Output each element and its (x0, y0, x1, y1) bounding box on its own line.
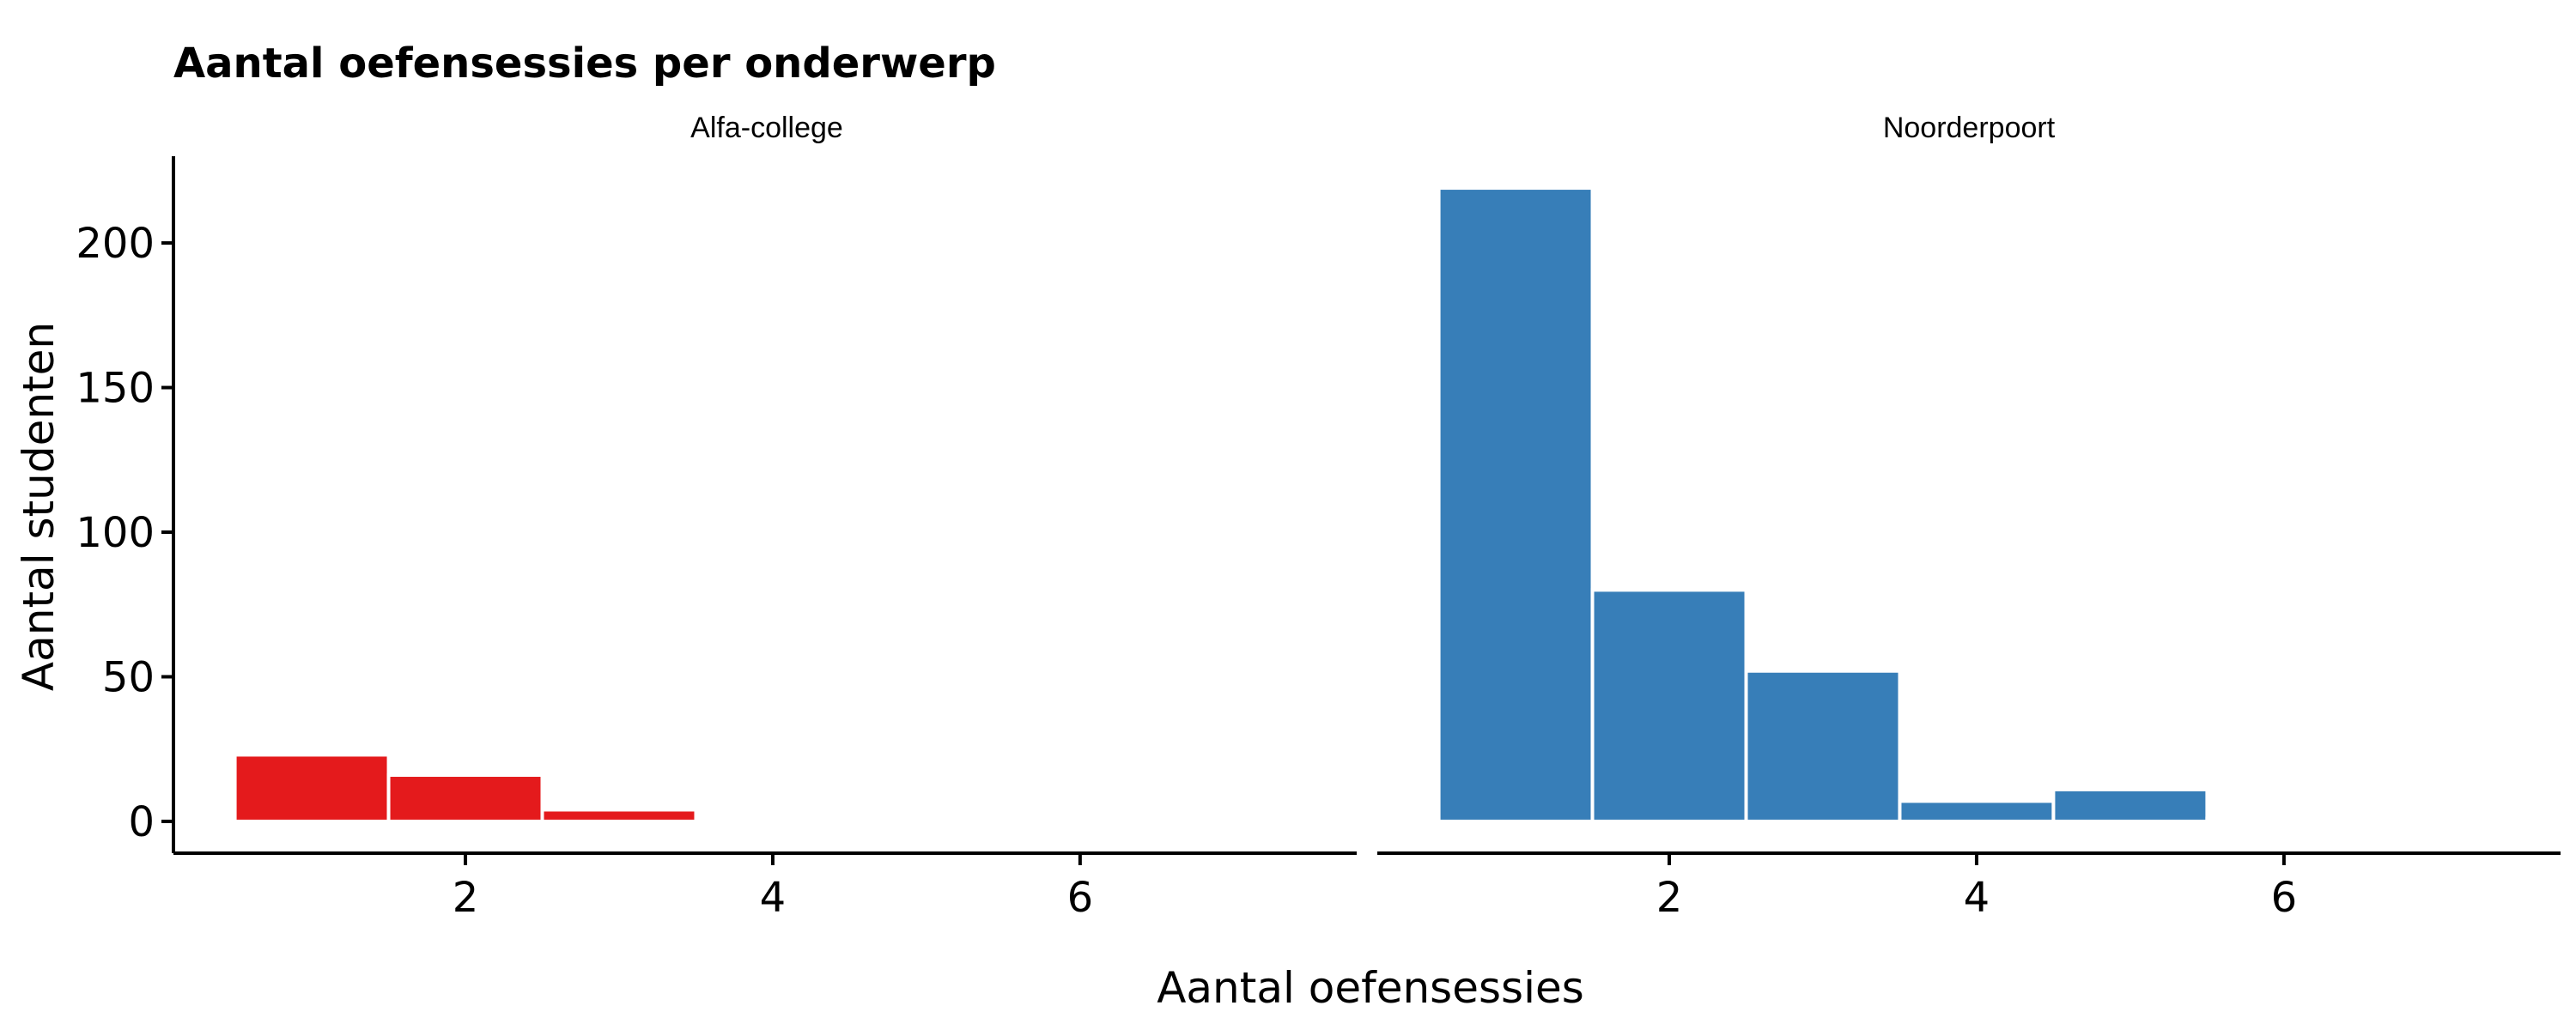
panel-noorderpoort: Noorderpoort 2 4 6 (1377, 112, 2561, 922)
bar-noorderpoort-1 (1437, 186, 1595, 823)
x-tick-label-alfa-college-4: 4 (760, 874, 787, 922)
x-tick-label-noorderpoort-2: 2 (1656, 874, 1683, 922)
bar-alfa-college-2 (386, 773, 544, 823)
panel-title-noorderpoort: Noorderpoort (1883, 112, 2056, 144)
y-tick-label-100: 100 (76, 509, 155, 557)
y-tick-label-200: 200 (76, 220, 155, 268)
panel-alfa-college: Alfa-college 2 4 6 (173, 112, 1357, 922)
bar-noorderpoort-6 (2205, 816, 2363, 823)
y-axis: 0 50 100 150 200 (76, 156, 175, 853)
bar-noorderpoort-5 (2051, 787, 2209, 823)
x-tick-label-noorderpoort-6: 6 (2271, 874, 2298, 922)
bar-noorderpoort-3 (1744, 669, 1902, 823)
chart-title: Aantal oefensessies per onderwerp (173, 39, 996, 88)
y-tick-label-150: 150 (76, 365, 155, 413)
y-tick-label-50: 50 (102, 653, 155, 701)
bars-alfa-college (233, 753, 698, 823)
x-axis-noorderpoort: 2 4 6 (1377, 851, 2561, 922)
bar-noorderpoort-2 (1590, 588, 1748, 823)
y-tick-label-0: 0 (128, 798, 155, 846)
panel-title-alfa-college: Alfa-college (690, 112, 843, 144)
y-axis-title: Aantal studenten (14, 322, 64, 691)
x-tick-label-noorderpoort-4: 4 (1964, 874, 1990, 922)
bar-alfa-college-1 (233, 753, 391, 823)
x-tick-label-alfa-college-2: 2 (453, 874, 479, 922)
x-axis-alfa-college: 2 4 6 (173, 851, 1357, 922)
bar-noorderpoort-7 (2359, 816, 2517, 823)
bars-noorderpoort (1437, 186, 2517, 823)
x-axis-title: Aantal oefensessies (1157, 963, 1584, 1013)
x-tick-label-alfa-college-6: 6 (1067, 874, 1094, 922)
bar-alfa-college-3 (540, 808, 698, 823)
bar-noorderpoort-4 (1898, 799, 2056, 823)
